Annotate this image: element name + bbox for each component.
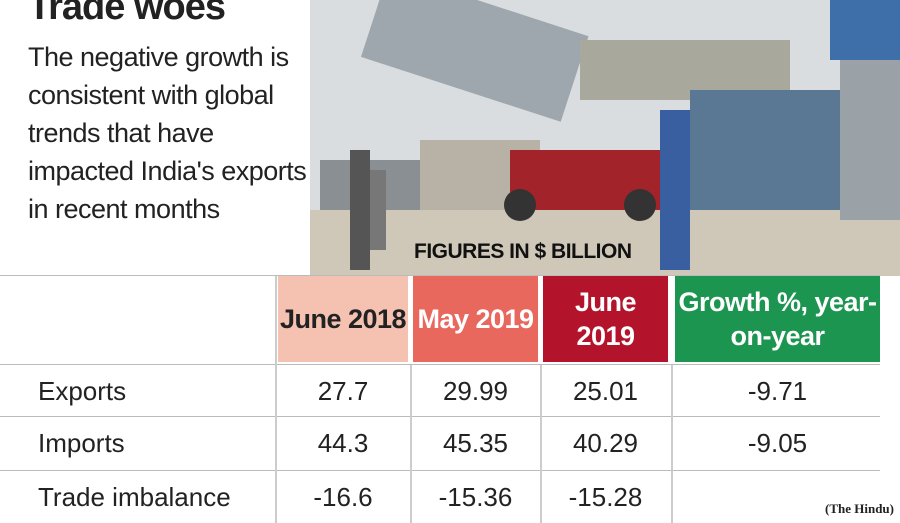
- row-label: Trade imbalance: [38, 481, 231, 512]
- cell: 44.3: [317, 427, 369, 458]
- column-header: May 2019: [413, 276, 538, 362]
- title: Trade woes: [28, 0, 226, 28]
- source: (The Hindu): [825, 501, 894, 516]
- cell: 40.29: [572, 427, 639, 458]
- units-label: FIGURES IN $ BILLION: [414, 240, 632, 263]
- cell: 27.7: [317, 375, 369, 406]
- rule: [0, 275, 880, 276]
- rule: [0, 416, 880, 417]
- subtitle: The negative growth is consistent with g…: [28, 42, 307, 224]
- cell: -16.6: [313, 481, 373, 512]
- rule: [0, 470, 880, 471]
- cell: -15.36: [438, 481, 513, 512]
- rule: [671, 365, 673, 523]
- rule: [0, 364, 880, 365]
- column-header: June 2018: [278, 276, 408, 362]
- cell: -9.05: [747, 427, 808, 458]
- cell: 25.01: [572, 375, 639, 406]
- row-label: Exports: [38, 375, 127, 406]
- rule: [540, 365, 542, 523]
- row-label: Imports: [38, 427, 125, 458]
- cell: 45.35: [442, 427, 509, 458]
- cell: -9.71: [747, 375, 808, 406]
- cell: 29.99: [442, 375, 509, 406]
- rule: [275, 276, 277, 523]
- rule: [410, 365, 412, 523]
- column-header: June 2019: [543, 276, 668, 362]
- column-header: Growth %, year-on-year: [675, 276, 880, 362]
- cell: -15.28: [568, 481, 643, 512]
- photo: [310, 0, 900, 276]
